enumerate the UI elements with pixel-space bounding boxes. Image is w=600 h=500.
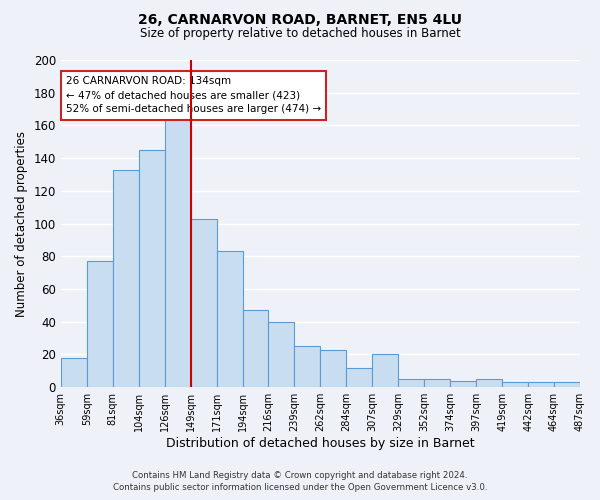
Bar: [554, 382, 580, 387]
Bar: [164, 118, 191, 387]
Bar: [217, 252, 242, 387]
Bar: [398, 379, 424, 387]
X-axis label: Distribution of detached houses by size in Barnet: Distribution of detached houses by size …: [166, 437, 475, 450]
Bar: [87, 261, 113, 387]
Bar: [502, 382, 528, 387]
Bar: [528, 382, 554, 387]
Bar: [242, 310, 268, 387]
Bar: [320, 350, 346, 387]
Text: Contains HM Land Registry data © Crown copyright and database right 2024.
Contai: Contains HM Land Registry data © Crown c…: [113, 471, 487, 492]
Bar: [61, 358, 87, 387]
Bar: [373, 354, 398, 387]
Text: Size of property relative to detached houses in Barnet: Size of property relative to detached ho…: [140, 28, 460, 40]
Bar: [424, 379, 450, 387]
Bar: [295, 346, 320, 387]
Text: 26 CARNARVON ROAD: 134sqm
← 47% of detached houses are smaller (423)
52% of semi: 26 CARNARVON ROAD: 134sqm ← 47% of detac…: [66, 76, 321, 114]
Bar: [450, 380, 476, 387]
Bar: [476, 379, 502, 387]
Y-axis label: Number of detached properties: Number of detached properties: [15, 130, 28, 316]
Bar: [346, 368, 373, 387]
Bar: [191, 218, 217, 387]
Text: 26, CARNARVON ROAD, BARNET, EN5 4LU: 26, CARNARVON ROAD, BARNET, EN5 4LU: [138, 12, 462, 26]
Bar: [139, 150, 164, 387]
Bar: [268, 322, 295, 387]
Bar: [113, 170, 139, 387]
